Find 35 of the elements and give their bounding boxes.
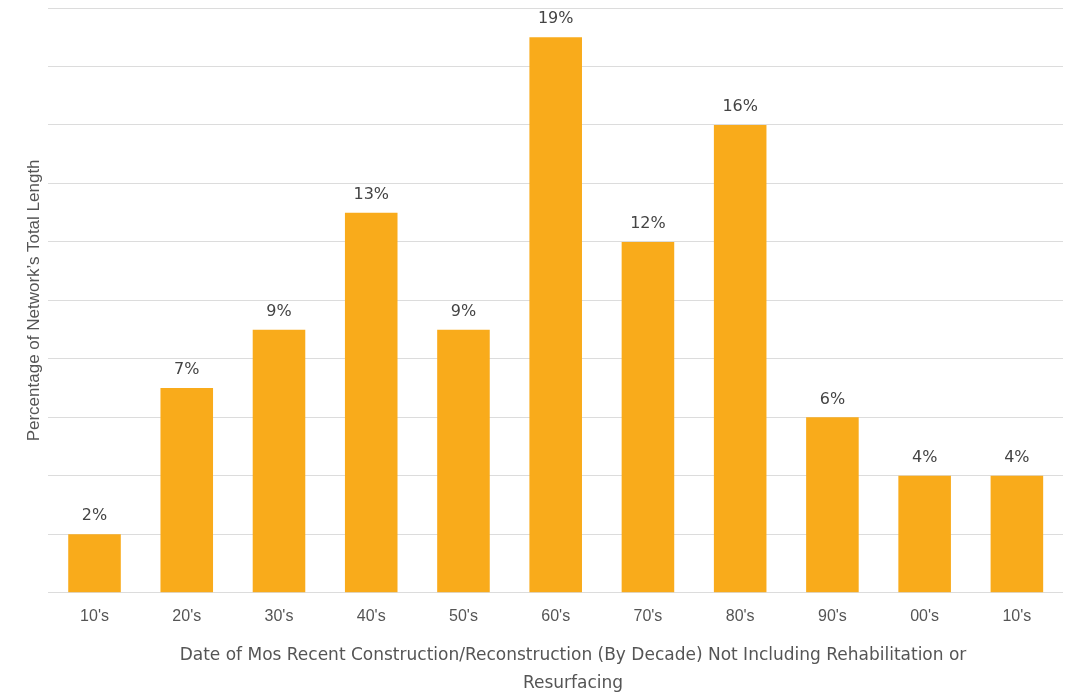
data-label: 9% (266, 300, 292, 320)
x-tick-label: 80's (725, 606, 755, 624)
data-label: 6% (819, 388, 846, 408)
x-tick-label: 10's (80, 606, 109, 624)
data-label: 4% (911, 447, 938, 466)
bar (529, 37, 582, 593)
bar (990, 475, 1044, 593)
bar (252, 329, 306, 593)
x-tick-label: 90's (817, 606, 847, 624)
data-label: 7% (174, 359, 200, 379)
x-axis-title: Date of Mos Recent Construction/Reconstruction (By Decade) Not Including Rehabilitation or Resurfacing (178, 643, 968, 694)
bar (437, 329, 490, 593)
data-label: 13% (353, 183, 390, 203)
bar (898, 475, 951, 593)
data-label: 4% (1004, 447, 1030, 466)
bar (713, 124, 767, 593)
bar (806, 417, 859, 593)
bar (68, 534, 121, 593)
x-tick-label: 60's (541, 606, 571, 624)
y-axis-title: Percentage of Network’s Total Length (23, 159, 43, 442)
data-label: 2% (81, 505, 108, 525)
x-tick-label: 50's (449, 606, 478, 624)
x-tick-label: 10's (1002, 606, 1032, 624)
data-label: 16% (722, 96, 758, 116)
bar (621, 241, 675, 593)
x-tick-label: 30's (264, 606, 294, 624)
data-label: 12% (630, 213, 666, 233)
data-label: 19% (537, 8, 574, 28)
data-label: 9% (450, 300, 477, 320)
x-tick-label: 00's (910, 606, 940, 624)
x-tick-label: 20's (172, 606, 202, 624)
x-tick-label: 40's (356, 606, 386, 624)
bar (344, 212, 398, 593)
x-tick-label: 70's (633, 606, 663, 624)
bar (160, 388, 214, 593)
